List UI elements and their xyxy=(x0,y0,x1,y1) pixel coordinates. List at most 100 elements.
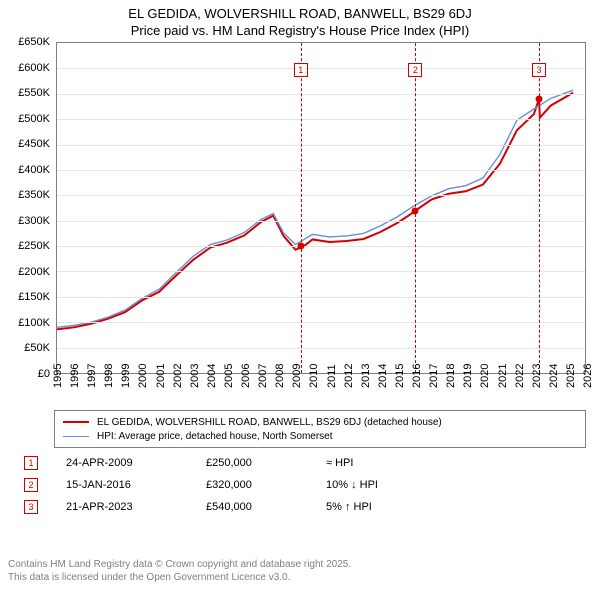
sale-marker-box: 1 xyxy=(294,63,308,77)
chart-title-block: EL GEDIDA, WOLVERSHILL ROAD, BANWELL, BS… xyxy=(0,0,600,40)
sale-event-date: 15-JAN-2016 xyxy=(66,479,206,491)
x-tick-label: 2002 xyxy=(172,364,184,388)
x-tick-label: 2003 xyxy=(189,364,201,388)
y-tick-label: £200K xyxy=(6,266,50,278)
chart-title-line1: EL GEDIDA, WOLVERSHILL ROAD, BANWELL, BS… xyxy=(0,6,600,23)
y-tick-label: £0 xyxy=(6,368,50,380)
x-tick-label: 2008 xyxy=(274,364,286,388)
x-tick-label: 2006 xyxy=(240,364,252,388)
sale-event-hpi: 5% ↑ HPI xyxy=(326,501,586,513)
gridline xyxy=(57,322,585,323)
x-tick-label: 2025 xyxy=(565,364,577,388)
y-tick-label: £650K xyxy=(6,36,50,48)
y-tick-label: £250K xyxy=(6,240,50,252)
x-tick-label: 1999 xyxy=(120,364,132,388)
y-tick-label: £550K xyxy=(6,87,50,99)
x-tick-label: 2019 xyxy=(462,364,474,388)
x-tick-label: 2004 xyxy=(206,364,218,388)
gridline xyxy=(57,271,585,272)
x-tick-label: 2024 xyxy=(548,364,560,388)
x-tick-label: 2001 xyxy=(155,364,167,388)
chart-svg-layer xyxy=(57,43,585,373)
x-tick-label: 2020 xyxy=(479,364,491,388)
sale-dot xyxy=(297,243,304,250)
legend-item: HPI: Average price, detached house, Nort… xyxy=(63,429,577,443)
x-tick-label: 2018 xyxy=(445,364,457,388)
x-tick-label: 1996 xyxy=(69,364,81,388)
legend-label: EL GEDIDA, WOLVERSHILL ROAD, BANWELL, BS… xyxy=(97,417,442,428)
x-tick-label: 2007 xyxy=(257,364,269,388)
y-tick-label: £500K xyxy=(6,113,50,125)
sale-event-price: £540,000 xyxy=(206,501,326,513)
legend-swatch xyxy=(63,421,89,423)
sale-marker-line xyxy=(539,43,540,373)
x-tick-label: 2009 xyxy=(291,364,303,388)
x-tick-label: 2005 xyxy=(223,364,235,388)
gridline xyxy=(57,119,585,120)
y-tick-label: £450K xyxy=(6,138,50,150)
series-hpi xyxy=(57,90,573,327)
x-tick-label: 2014 xyxy=(377,364,389,388)
sale-event-price: £250,000 xyxy=(206,457,326,469)
x-tick-label: 2016 xyxy=(411,364,423,388)
sale-marker-box: 3 xyxy=(532,63,546,77)
x-tick-label: 2015 xyxy=(394,364,406,388)
x-tick-label: 2023 xyxy=(531,364,543,388)
footer-attribution: Contains HM Land Registry data © Crown c… xyxy=(8,558,592,584)
sale-event-row: 1 24-APR-2009£250,000≈ HPI xyxy=(24,452,586,474)
y-tick-label: £400K xyxy=(6,164,50,176)
y-tick-label: £300K xyxy=(6,215,50,227)
plot-area: 1 2 3 xyxy=(56,42,586,374)
legend: EL GEDIDA, WOLVERSHILL ROAD, BANWELL, BS… xyxy=(54,410,586,448)
gridline xyxy=(57,348,585,349)
y-tick-label: £350K xyxy=(6,189,50,201)
x-tick-label: 2010 xyxy=(308,364,320,388)
series-property xyxy=(57,93,573,330)
gridline xyxy=(57,195,585,196)
x-tick-label: 2013 xyxy=(360,364,372,388)
y-tick-label: £50K xyxy=(6,342,50,354)
gridline xyxy=(57,170,585,171)
x-tick-label: 1997 xyxy=(86,364,98,388)
legend-item: EL GEDIDA, WOLVERSHILL ROAD, BANWELL, BS… xyxy=(63,415,577,429)
gridline xyxy=(57,246,585,247)
gridline xyxy=(57,94,585,95)
x-tick-label: 2011 xyxy=(326,364,338,388)
x-tick-label: 1998 xyxy=(103,364,115,388)
legend-label: HPI: Average price, detached house, Nort… xyxy=(97,431,333,442)
sale-event-row: 3 21-APR-2023£540,0005% ↑ HPI xyxy=(24,496,586,518)
x-tick-label: 1995 xyxy=(52,364,64,388)
sale-event-price: £320,000 xyxy=(206,479,326,491)
sale-event-date: 24-APR-2009 xyxy=(66,457,206,469)
sale-event-marker: 3 xyxy=(24,500,38,514)
y-tick-label: £150K xyxy=(6,291,50,303)
sale-dot xyxy=(412,207,419,214)
x-tick-label: 2021 xyxy=(497,364,509,388)
sale-dot xyxy=(536,95,543,102)
gridline xyxy=(57,145,585,146)
sale-events-table: 1 24-APR-2009£250,000≈ HPI 2 15-JAN-2016£32… xyxy=(24,452,586,518)
sale-marker-line xyxy=(301,43,302,373)
x-tick-label: 2026 xyxy=(582,364,594,388)
chart-title-line2: Price paid vs. HM Land Registry's House … xyxy=(0,23,600,40)
x-tick-label: 2000 xyxy=(137,364,149,388)
sale-event-hpi: ≈ HPI xyxy=(326,457,586,469)
footer-line2: This data is licensed under the Open Gov… xyxy=(8,571,592,584)
footer-line1: Contains HM Land Registry data © Crown c… xyxy=(8,558,592,571)
y-tick-label: £100K xyxy=(6,317,50,329)
x-tick-label: 2017 xyxy=(428,364,440,388)
sale-event-date: 21-APR-2023 xyxy=(66,501,206,513)
sale-event-row: 2 15-JAN-2016£320,00010% ↓ HPI xyxy=(24,474,586,496)
sale-event-marker: 1 xyxy=(24,456,38,470)
y-tick-label: £600K xyxy=(6,62,50,74)
sale-marker-box: 2 xyxy=(408,63,422,77)
gridline xyxy=(57,221,585,222)
x-tick-label: 2012 xyxy=(343,364,355,388)
legend-swatch xyxy=(63,436,89,437)
gridline xyxy=(57,68,585,69)
x-axis-ticks: 1995199619971998199920002001200220032004… xyxy=(56,374,586,402)
sale-event-hpi: 10% ↓ HPI xyxy=(326,479,586,491)
chart: 123 199519961997199819992000200120022003… xyxy=(6,42,590,402)
sale-event-marker: 2 xyxy=(24,478,38,492)
x-tick-label: 2022 xyxy=(514,364,526,388)
